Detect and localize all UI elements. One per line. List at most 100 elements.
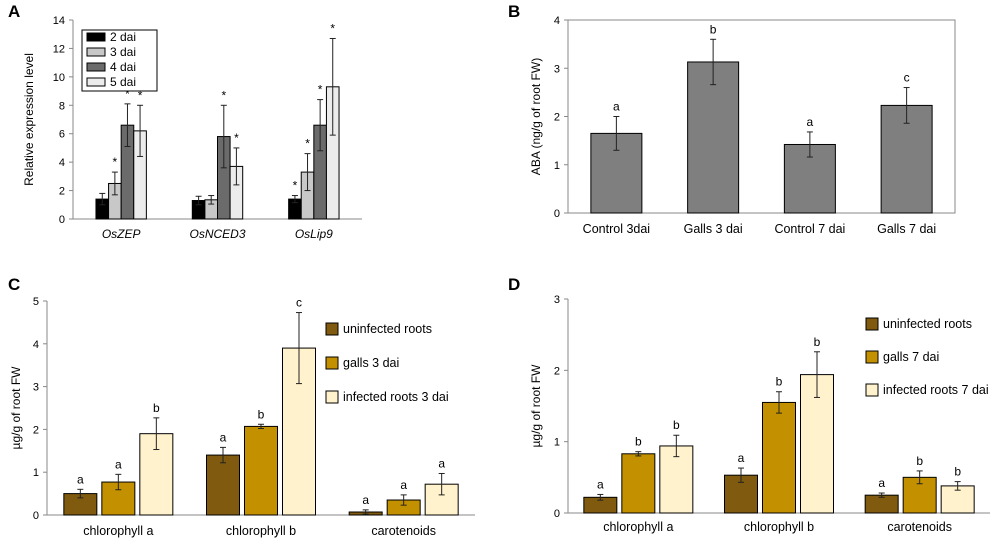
legend-swatch <box>86 47 106 57</box>
legend-label: uninfected roots <box>883 317 972 331</box>
panel-b: B 0 1 2 3 4 ABA (ng/g of root FW) a Control 3dai… <box>508 2 956 236</box>
y-tick-label: 2 <box>554 112 560 124</box>
legend-label: infected roots 3 dai <box>343 390 449 404</box>
significance-label: a <box>597 477 604 491</box>
category-label: chlorophyll b <box>226 524 296 538</box>
significance-label: a <box>438 456 445 470</box>
significance-label: * <box>113 155 118 169</box>
y-tick-label: 4 <box>33 339 39 351</box>
significance-label: b <box>916 454 923 468</box>
significance-label: c <box>904 71 910 85</box>
significance-label: a <box>878 476 885 490</box>
y-tick-label: 2 <box>59 186 65 198</box>
y-tick-label: 1 <box>554 160 560 172</box>
significance-label: * <box>138 88 143 102</box>
panel-label: D <box>508 275 520 294</box>
y-tick-label: 8 <box>59 100 65 112</box>
legend-label: 2 dai <box>110 30 136 44</box>
legend-label: infected roots 7 dai <box>883 383 989 397</box>
y-tick-label: 1 <box>33 467 39 479</box>
bar <box>687 61 740 214</box>
category-label: OsZEP <box>102 227 141 241</box>
significance-label: b <box>673 418 680 432</box>
significance-label: a <box>115 457 122 471</box>
y-axis-label: Relative expression level <box>22 53 36 186</box>
legend-swatch <box>865 317 879 331</box>
category-label: carotenoids <box>887 520 952 534</box>
y-tick-label: 0 <box>554 208 560 220</box>
panel-label: B <box>508 2 520 21</box>
bar <box>762 401 796 514</box>
significance-label: a <box>613 100 620 114</box>
bar <box>621 453 656 514</box>
significance-label: * <box>125 87 130 101</box>
significance-label: * <box>305 137 310 151</box>
significance-label: c <box>296 296 302 310</box>
panel-c: C 0 1 2 3 4 5 µg/g of root FW a a b chlorophyll a a b… <box>8 275 475 538</box>
y-tick-label: 1 <box>554 437 560 449</box>
panel-d: D 0 1 2 3 µg/g of root FW a b b chlorophyll a a b b c… <box>508 275 990 534</box>
y-tick-label: 3 <box>554 294 560 306</box>
legend-swatch <box>86 62 106 72</box>
category-label: OsNCED3 <box>189 227 245 241</box>
y-tick-label: 4 <box>59 157 65 169</box>
y-axis-label: µg/g of root FW <box>9 366 23 450</box>
legend-label: 5 dai <box>110 75 136 89</box>
y-tick-label: 0 <box>33 510 39 522</box>
y-tick-label: 4 <box>554 15 560 27</box>
significance-label: a <box>77 472 84 486</box>
legend-label: 3 dai <box>110 45 136 59</box>
category-label: Galls 7 dai <box>877 222 936 236</box>
y-tick-label: 14 <box>53 15 65 27</box>
bar <box>206 454 240 516</box>
category-label: chlorophyll a <box>603 520 673 534</box>
category-label: Control 7 dai <box>774 222 845 236</box>
panel-label: C <box>8 275 20 294</box>
panel-a: A 0 2 4 6 8 10 12 14 Relative expression level * * *… <box>8 2 362 241</box>
legend-swatch <box>865 383 879 397</box>
bar <box>783 143 836 214</box>
legend-swatch <box>86 77 106 87</box>
significance-label: a <box>362 493 369 507</box>
significance-label: b <box>258 407 265 421</box>
category-label: OsLip9 <box>295 227 333 241</box>
significance-label: b <box>954 465 961 479</box>
y-axis-label: µg/g of root FW <box>529 364 543 448</box>
significance-label: * <box>221 88 226 102</box>
significance-label: b <box>635 435 642 449</box>
significance-label: a <box>220 430 227 444</box>
bar <box>244 425 278 516</box>
significance-label: a <box>400 478 407 492</box>
category-label: carotenoids <box>371 524 436 538</box>
y-tick-label: 6 <box>59 129 65 141</box>
legend-swatch <box>865 350 879 364</box>
legend-label: 4 dai <box>110 60 136 74</box>
category-label: Control 3dai <box>583 222 650 236</box>
significance-label: * <box>330 21 335 35</box>
bar <box>864 494 899 514</box>
y-tick-label: 10 <box>53 72 65 84</box>
category-label: chlorophyll a <box>83 524 153 538</box>
y-tick-label: 3 <box>33 382 39 394</box>
significance-label: a <box>807 115 814 129</box>
significance-label: * <box>234 131 239 145</box>
panel-label: A <box>8 2 20 21</box>
y-tick-label: 2 <box>554 365 560 377</box>
legend-swatch <box>86 32 106 42</box>
category-label: Galls 3 dai <box>684 222 743 236</box>
y-tick-label: 0 <box>59 214 65 226</box>
significance-label: b <box>153 401 160 415</box>
y-tick-label: 5 <box>33 296 39 308</box>
y-tick-label: 12 <box>53 43 65 55</box>
legend-swatch <box>325 390 339 404</box>
significance-label: * <box>318 83 323 97</box>
legend-label: uninfected roots <box>343 322 432 336</box>
significance-label: b <box>814 335 821 349</box>
category-label: chlorophyll b <box>744 520 814 534</box>
legend-swatch <box>325 322 339 336</box>
y-tick-label: 0 <box>554 508 560 520</box>
significance-label: * <box>293 179 298 193</box>
significance-label: b <box>776 375 783 389</box>
significance-label: a <box>738 451 745 465</box>
